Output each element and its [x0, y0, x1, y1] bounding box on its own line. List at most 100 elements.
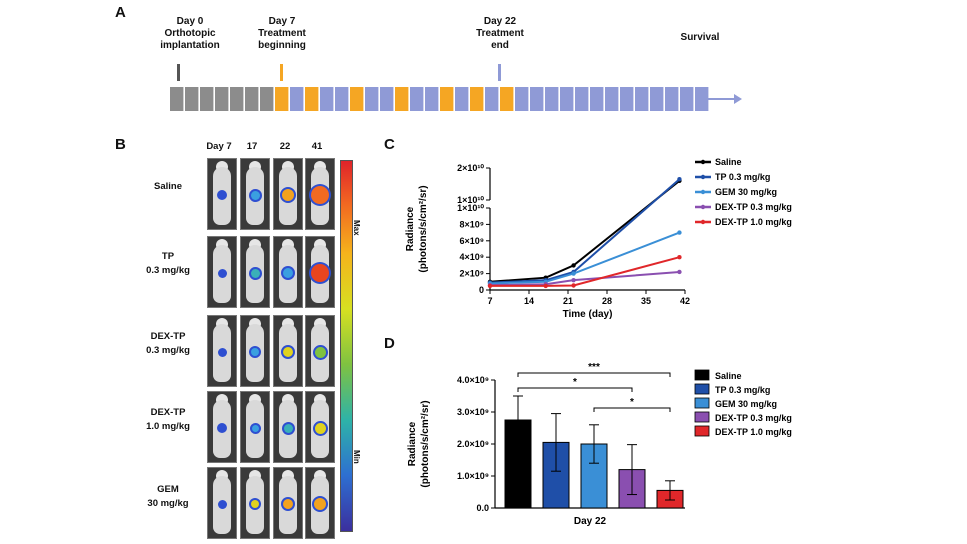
timeline-block-blue	[425, 87, 439, 111]
timeline-block-blue	[530, 87, 544, 111]
tumor-signal	[219, 192, 225, 198]
legend-marker	[700, 174, 706, 180]
mouse-image	[273, 467, 303, 539]
row-label-line2: 0.3 mg/kg	[146, 345, 190, 356]
tumor-signal	[283, 423, 293, 433]
tumor-signal	[311, 264, 329, 282]
significance-label: *	[573, 377, 577, 388]
day7-marker	[280, 64, 283, 81]
data-point	[677, 230, 682, 235]
x-tick-label: 14	[524, 296, 534, 306]
legend-label: Saline	[715, 157, 742, 167]
y-tick-label: 2×10¹⁰	[457, 163, 484, 173]
row-label-line2: 0.3 mg/kg	[146, 265, 190, 276]
legend-swatch	[694, 397, 710, 409]
scale-max-label: Max	[352, 220, 361, 236]
timeline-block-gray	[185, 87, 199, 111]
day22-sub2: end	[491, 40, 509, 51]
timeline-block-blue	[485, 87, 499, 111]
mouse-image	[305, 236, 335, 308]
tumor-signal	[250, 190, 260, 200]
legend-label: DEX-TP 0.3 mg/kg	[715, 413, 792, 423]
y-tick-label: 8×10⁹	[459, 219, 484, 229]
timeline-block-orange	[305, 87, 319, 111]
row-label-gem: GEM 30 mg/kg	[130, 483, 206, 511]
day22-marker	[498, 64, 501, 81]
row-label-dextp-03: DEX-TP 0.3 mg/kg	[130, 330, 206, 358]
y-tick-label: 1×10¹⁰	[457, 203, 484, 213]
row-label-line1: DEX-TP	[150, 407, 186, 418]
row-label-line1: Saline	[154, 181, 182, 192]
mouse-image	[273, 315, 303, 387]
mouse-image	[207, 467, 237, 539]
timeline-block-blue	[365, 87, 379, 111]
series-line	[489, 270, 680, 287]
timeline-block-gray	[170, 87, 184, 111]
day22-label: Day 22 Treatment end	[462, 16, 538, 52]
significance-label: ***	[588, 362, 600, 373]
significance-label: *	[630, 397, 634, 408]
legend-label: GEM 30 mg/kg	[715, 399, 777, 409]
data-point	[571, 277, 576, 283]
y-axis-label: Radiance	[405, 206, 416, 251]
series-line	[489, 231, 680, 285]
mouse-image	[207, 158, 237, 230]
data-point	[571, 283, 576, 288]
day-label-22: 22	[279, 141, 291, 152]
legend-label: Saline	[715, 371, 742, 381]
series-line	[489, 180, 681, 283]
timeline-block-gray	[200, 87, 214, 111]
timeline-block-orange	[350, 87, 364, 111]
timeline-block-blue	[455, 87, 469, 111]
y-tick-label: 4×10⁹	[459, 252, 484, 262]
y-tick-label: 4.0×10⁹	[457, 375, 489, 385]
day-label-41: 41	[311, 141, 323, 152]
row-label-line1: GEM	[157, 484, 179, 495]
day0-marker	[177, 64, 180, 81]
day22-sub1: Treatment	[476, 28, 524, 39]
legend-label: TP 0.3 mg/kg	[715, 172, 770, 182]
timeline-arrow-head	[734, 94, 742, 104]
mouse-image	[273, 391, 303, 463]
bar-chart-radiance-day22: 0.01.0×10⁹2.0×10⁹3.0×10⁹4.0×10⁹*****Day …	[407, 362, 792, 527]
tumor-signal	[251, 424, 259, 432]
mouse-image	[240, 158, 270, 230]
tumor-signal	[219, 425, 225, 431]
timeline-block-blue	[515, 87, 529, 111]
timeline-block-gray	[230, 87, 244, 111]
day22-title: Day 22	[483, 16, 517, 27]
series-line	[490, 256, 680, 287]
row-label-line2: 30 mg/kg	[147, 498, 189, 509]
timeline-block-blue	[650, 87, 664, 111]
data-point	[571, 263, 576, 268]
mouse-image	[240, 315, 270, 387]
mouse-image	[305, 315, 335, 387]
timeline-block-orange	[470, 87, 484, 111]
legend-swatch	[694, 425, 710, 437]
row-label-saline: Saline	[130, 180, 206, 194]
tumor-signal	[283, 268, 293, 278]
row-label-line1: TP	[161, 251, 175, 262]
legend-marker	[700, 189, 706, 195]
x-axis-label: Time (day)	[563, 309, 613, 320]
tumor-signal	[219, 501, 225, 507]
legend-marker	[700, 219, 706, 225]
y-tick-label: 1×10¹⁰	[457, 195, 484, 205]
day0-sub2: implantation	[160, 40, 220, 51]
timeline-block-orange	[275, 87, 289, 111]
x-axis-label: Day 22	[574, 516, 607, 527]
timeline-block-gray	[245, 87, 259, 111]
y-tick-label: 2×10⁹	[459, 269, 484, 279]
timeline-block-orange	[440, 87, 454, 111]
significance-bracket	[593, 407, 671, 412]
mouse-image	[240, 236, 270, 308]
panel-a-letter: A	[115, 4, 126, 21]
legend-label: DEX-TP 0.3 mg/kg	[715, 202, 792, 212]
tumor-signal	[314, 422, 326, 434]
mouse-image	[240, 391, 270, 463]
x-tick-label: 21	[563, 296, 573, 306]
tumor-signal	[314, 498, 326, 510]
legend-label: DEX-TP 1.0 mg/kg	[715, 217, 792, 227]
x-tick-label: 7	[487, 296, 492, 306]
legend-swatch	[694, 411, 710, 423]
